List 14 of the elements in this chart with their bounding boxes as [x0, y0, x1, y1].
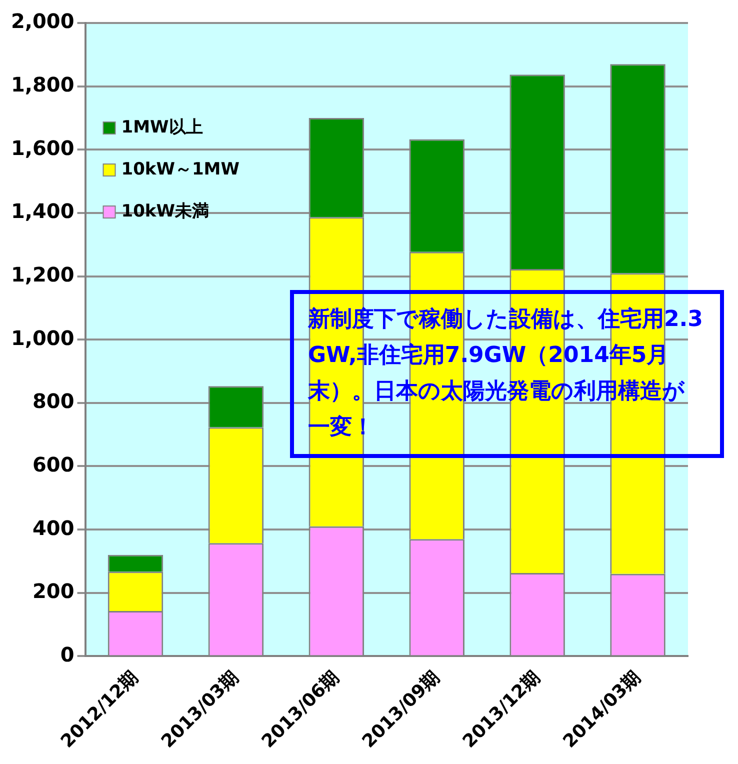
- y-tick-label: 600: [32, 452, 74, 476]
- y-tick-label: 400: [32, 516, 74, 540]
- y-tick-label: 1,000: [10, 326, 74, 350]
- legend-label: 10kW～1MW: [121, 159, 240, 180]
- y-tick-label: 2,000: [10, 9, 74, 34]
- legend-label: 1MW以上: [121, 117, 203, 138]
- y-tick-label: 200: [32, 579, 74, 604]
- y-tick-label: 1,200: [10, 262, 74, 286]
- y-tick-label: 800: [32, 389, 74, 414]
- y-tick-label: 1,400: [10, 199, 74, 224]
- y-tick-label: 1,600: [10, 136, 74, 160]
- y-tick-label: 1,800: [10, 72, 74, 97]
- y-tick-label: 0: [60, 642, 74, 666]
- legend-label: 10kW未満: [121, 201, 209, 222]
